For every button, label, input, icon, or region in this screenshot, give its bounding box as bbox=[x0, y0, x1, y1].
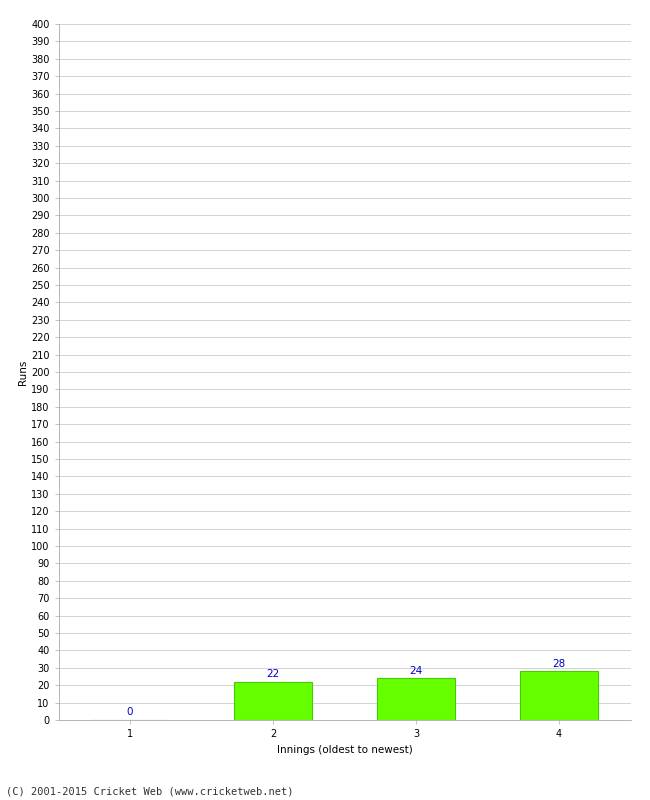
Text: 28: 28 bbox=[552, 658, 566, 669]
Y-axis label: Runs: Runs bbox=[18, 359, 28, 385]
Bar bbox=[234, 682, 313, 720]
Bar bbox=[377, 678, 456, 720]
Text: 0: 0 bbox=[127, 707, 133, 718]
Bar bbox=[520, 671, 599, 720]
Text: 22: 22 bbox=[266, 669, 280, 679]
Text: 24: 24 bbox=[410, 666, 422, 676]
X-axis label: Innings (oldest to newest): Innings (oldest to newest) bbox=[277, 745, 412, 754]
Text: (C) 2001-2015 Cricket Web (www.cricketweb.net): (C) 2001-2015 Cricket Web (www.cricketwe… bbox=[6, 786, 294, 796]
